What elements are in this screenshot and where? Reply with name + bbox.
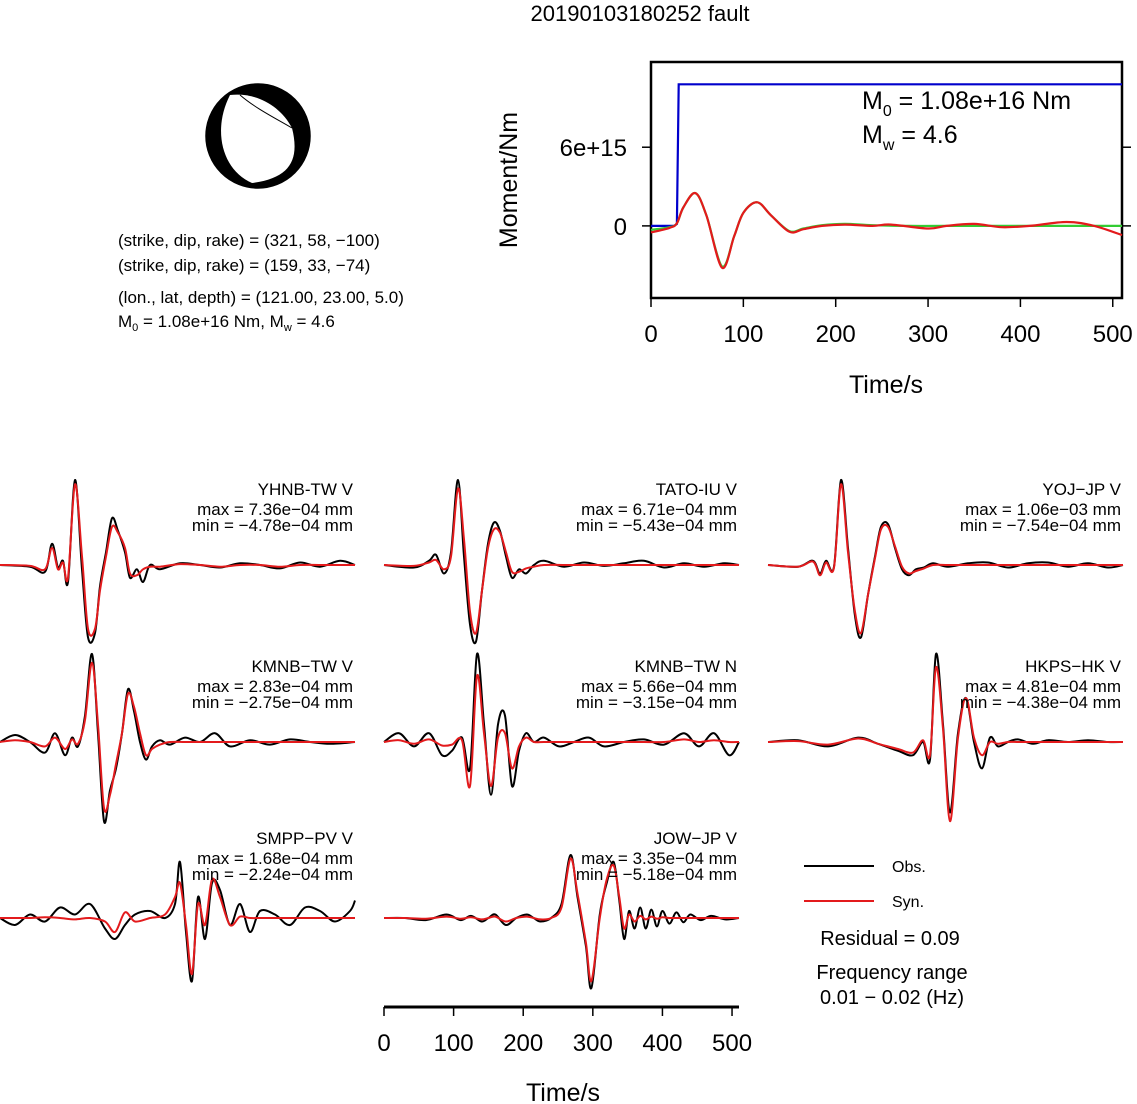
synthetic-trace — [767, 483, 1123, 635]
station-max: max = 6.71e−04 mm — [581, 500, 737, 519]
moment-x-label: Time/s — [849, 371, 923, 399]
moment-x-tick-label: 0 — [644, 321, 657, 348]
waveform-time-axis: 0 100 200 300 400 500 — [377, 1005, 752, 1057]
frequency-value: 0.01 − 0.02 (Hz) — [820, 987, 964, 1009]
mechanism-plane1: (strike, dip, rake) = (321, 58, −100) — [118, 231, 380, 250]
moment-y-tick-label: 6e+15 — [560, 135, 627, 162]
station-max: max = 3.35e−04 mm — [581, 849, 737, 868]
synthetic-trace — [0, 483, 355, 637]
frequency-title: Frequency range — [816, 962, 967, 984]
station-min: min = −7.54e−04 mm — [960, 516, 1121, 535]
moment-m0-annotation: M0 = 1.08e+16 Nm — [862, 87, 1071, 120]
waveform-x-tick-label: 200 — [503, 1030, 543, 1057]
moment-rate-green-line — [650, 191, 1123, 268]
station-min: min = −2.24e−04 mm — [192, 865, 353, 884]
station-name: YOJ−JP V — [1042, 480, 1121, 499]
station-min: min = −4.38e−04 mm — [960, 693, 1121, 712]
moment-chart-frame — [649, 60, 1124, 300]
station-min: min = −5.18e−04 mm — [576, 865, 737, 884]
station-max: max = 5.66e−04 mm — [581, 677, 737, 696]
moment-mw-annotation: Mw = 4.6 — [862, 121, 958, 154]
synthetic-trace — [0, 661, 355, 813]
legend: Obs. Syn. Residual = 0.09 Frequency rang… — [804, 859, 968, 1009]
waveform-x-tick-label: 500 — [712, 1030, 752, 1057]
moment-x-tick-label: 300 — [908, 321, 948, 348]
station-max: max = 1.06e−03 mm — [965, 500, 1121, 519]
mechanism-moment: M0 = 1.08e+16 Nm, Mw = 4.6 — [118, 312, 335, 334]
station-name: TATO-IU V — [656, 480, 738, 499]
station-max: max = 4.81e−04 mm — [965, 677, 1121, 696]
station-min: min = −5.43e−04 mm — [576, 516, 737, 535]
synthetic-trace — [383, 674, 740, 789]
moment-x-tick-label: 100 — [723, 321, 763, 348]
mechanism-location: (lon., lat, depth) = (121.00, 23.00, 5.0… — [118, 288, 404, 307]
observed-trace — [0, 860, 356, 983]
moment-y-label: Moment/Nm — [495, 112, 523, 248]
moment-y-tick-label: 0 — [614, 214, 627, 241]
station-name: YHNB-TW V — [258, 480, 354, 499]
station-name: HKPS−HK V — [1025, 657, 1122, 676]
synthetic-trace — [383, 857, 739, 983]
observed-trace — [383, 652, 740, 796]
moment-x-tick-label: 500 — [1093, 321, 1133, 348]
beachball-icon — [205, 83, 311, 189]
waveform-x-label: Time/s — [526, 1079, 600, 1104]
waveform-x-tick-label: 0 — [377, 1030, 390, 1057]
legend-obs-label: Obs. — [892, 859, 926, 876]
mechanism-info: (strike, dip, rake) = (321, 58, −100) (s… — [118, 231, 404, 334]
synthetic-trace — [383, 487, 739, 635]
station-name: KMNB−TW V — [251, 657, 353, 676]
mechanism-plane2: (strike, dip, rake) = (159, 33, −74) — [118, 256, 370, 275]
synthetic-trace — [0, 877, 355, 976]
waveform-x-tick-label: 400 — [642, 1030, 682, 1057]
station-name: SMPP−PV V — [256, 829, 354, 848]
moment-rate-red-line — [650, 191, 1123, 269]
figure-title: 20190103180252 fault — [531, 1, 750, 26]
station-name: JOW−JP V — [654, 829, 738, 848]
station-min: min = −2.75e−04 mm — [192, 693, 353, 712]
moment-x-tick-label: 200 — [816, 321, 856, 348]
synthetic-trace — [767, 666, 1123, 823]
waveform-x-tick-label: 100 — [434, 1030, 474, 1057]
station-max: max = 2.83e−04 mm — [197, 677, 353, 696]
residual-label: Residual = 0.09 — [820, 928, 960, 950]
station-name: KMNB−TW N — [635, 657, 737, 676]
waveform-x-tick-label: 300 — [573, 1030, 613, 1057]
moment-x-tick-label: 400 — [1000, 321, 1040, 348]
station-min: min = −3.15e−04 mm — [576, 693, 737, 712]
station-max: max = 1.68e−04 mm — [197, 849, 353, 868]
legend-syn-label: Syn. — [892, 894, 924, 911]
station-min: min = −4.78e−04 mm — [192, 516, 353, 535]
station-max: max = 7.36e−04 mm — [197, 500, 353, 519]
observed-trace — [0, 652, 356, 824]
